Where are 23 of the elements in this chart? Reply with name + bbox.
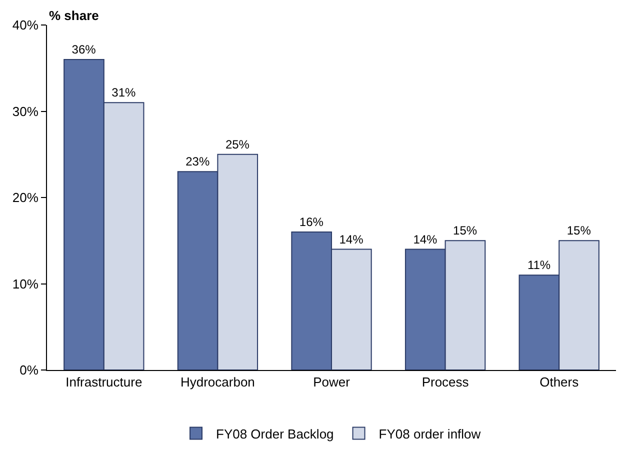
data-label: 11% — [527, 258, 551, 272]
data-label: 14% — [413, 232, 438, 246]
y-tick-label: 30% — [12, 104, 39, 119]
y-tick-label: 10% — [12, 276, 39, 292]
data-label: 14% — [339, 232, 364, 246]
y-tick-label: 0% — [20, 362, 39, 378]
data-label: 23% — [186, 154, 210, 169]
data-label: 15% — [453, 224, 478, 238]
data-label: 16% — [299, 215, 324, 229]
x-tick-label: Process — [422, 374, 470, 390]
data-label: 36% — [72, 42, 96, 56]
x-tick-label: Others — [540, 374, 580, 390]
data-label: 31% — [112, 86, 136, 100]
legend-label: FY08 order inflow — [378, 426, 482, 442]
y-axis-title: % share — [49, 8, 99, 23]
x-tick-label: Infrastructure — [66, 374, 142, 390]
y-tick-label: 40% — [12, 18, 39, 33]
x-tick-label: Hydrocarbon — [180, 374, 255, 390]
data-label: 25% — [225, 137, 250, 152]
legend-label: FY08 Order Backlog — [216, 426, 334, 442]
y-tick-label: 20% — [12, 190, 39, 206]
data-label: 15% — [566, 224, 592, 238]
x-tick-label: Power — [313, 374, 351, 390]
